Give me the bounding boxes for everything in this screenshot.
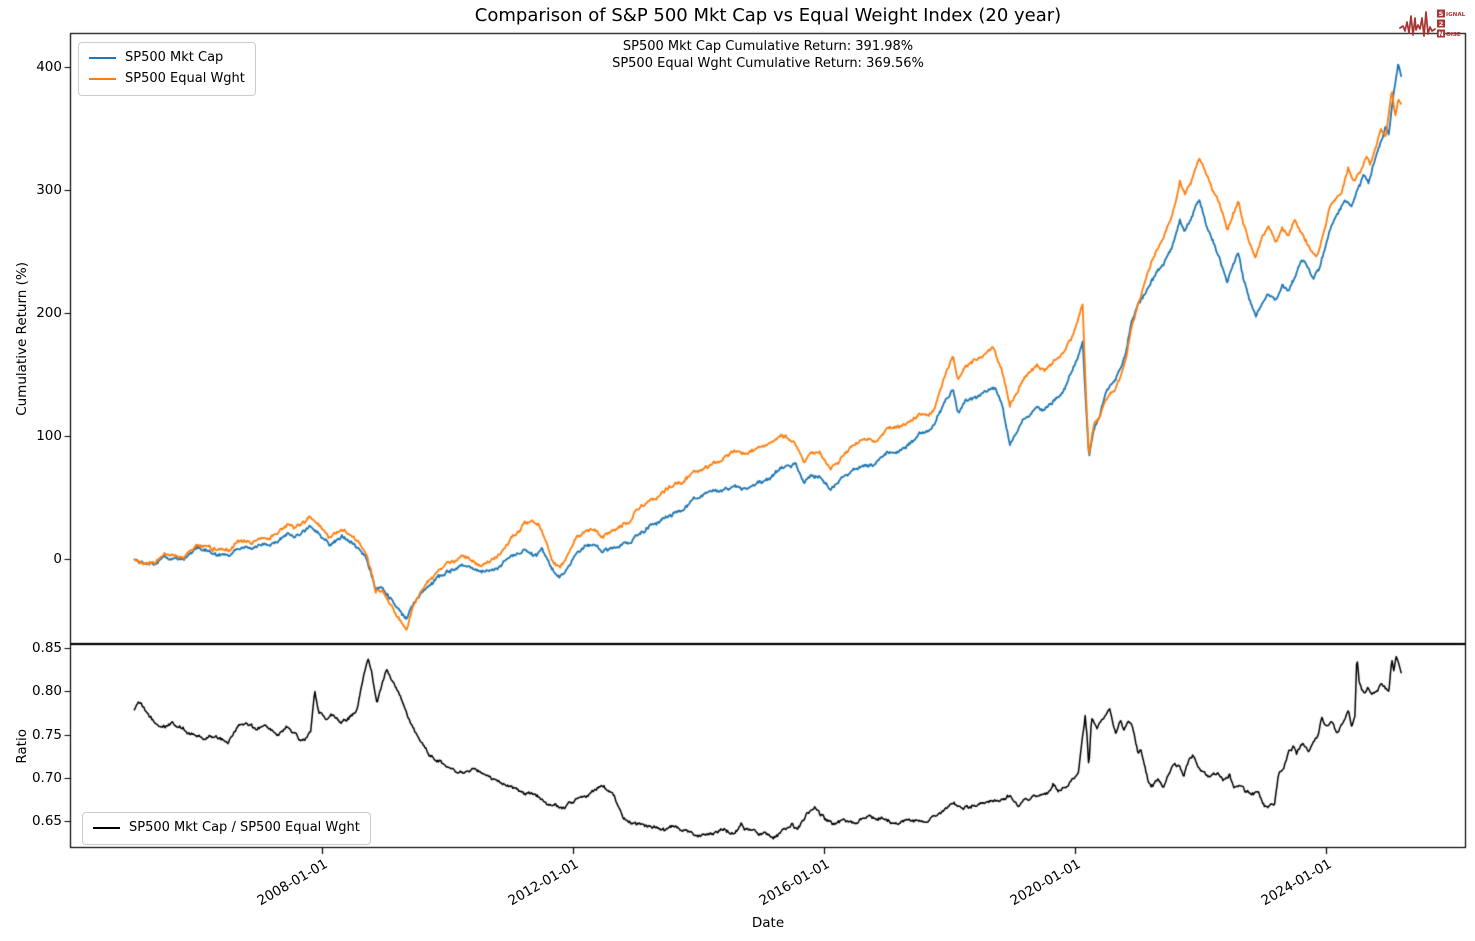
mktcap-line-sample [89, 57, 116, 60]
heartbeat-waveform-icon [1399, 11, 1436, 37]
y-tick-label: 0.65 [31, 813, 62, 830]
signal2noise-logo: S IGNAL 2 N OISE [1399, 9, 1466, 38]
annotation-equalwght-return: SP500 Equal Wght Cumulative Return: 369.… [612, 56, 924, 71]
y-tick-label: 300 [36, 181, 62, 198]
annotation-mktcap-return: SP500 Mkt Cap Cumulative Return: 391.98% [622, 39, 914, 54]
y-tick-label: 100 [36, 428, 62, 444]
legend-cumulative: SP500 Mkt Cap SP500 Equal Wght [78, 42, 256, 96]
x-axis-label: Date [751, 915, 785, 931]
page-title: Comparison of S&P 500 Mkt Cap vs Equal W… [474, 5, 1062, 26]
equalwght-line-sample [89, 78, 116, 81]
legend-label-mktcap: SP500 Mkt Cap [125, 50, 224, 65]
legend-ratio: SP500 Mkt Cap / SP500 Equal Wght [82, 812, 371, 845]
y-axis-label-ratio: Ratio [14, 728, 30, 764]
logo-word-oise: OISE [1446, 32, 1461, 38]
legend-label-equalwght: SP500 Equal Wght [125, 70, 245, 86]
logo-letter-s: S [1439, 10, 1444, 18]
logo-letter-n: N [1438, 30, 1443, 38]
logo-word-ignal: IGNAL [1446, 12, 1466, 18]
logo-digit-2: 2 [1439, 20, 1444, 28]
ratio-line-sample [93, 827, 120, 830]
legend-item-mktcap: SP500 Mkt Cap [89, 48, 245, 69]
y-tick-label: 0 [53, 551, 62, 567]
y-tick-label: 0.75 [31, 726, 62, 743]
y-tick-label: 200 [36, 305, 62, 321]
legend-item-equalwght: SP500 Equal Wght [89, 69, 245, 90]
y-tick-label: 0.85 [31, 640, 62, 657]
y-tick-label: 400 [36, 58, 62, 75]
legend-item-ratio: SP500 Mkt Cap / SP500 Equal Wght [93, 818, 360, 839]
y-tick-label: 0.80 [31, 683, 62, 700]
y-axis-label-cumulative: Cumulative Return (%) [14, 261, 30, 416]
y-tick-label: 0.70 [31, 770, 62, 786]
legend-label-ratio: SP500 Mkt Cap / SP500 Equal Wght [129, 820, 360, 835]
